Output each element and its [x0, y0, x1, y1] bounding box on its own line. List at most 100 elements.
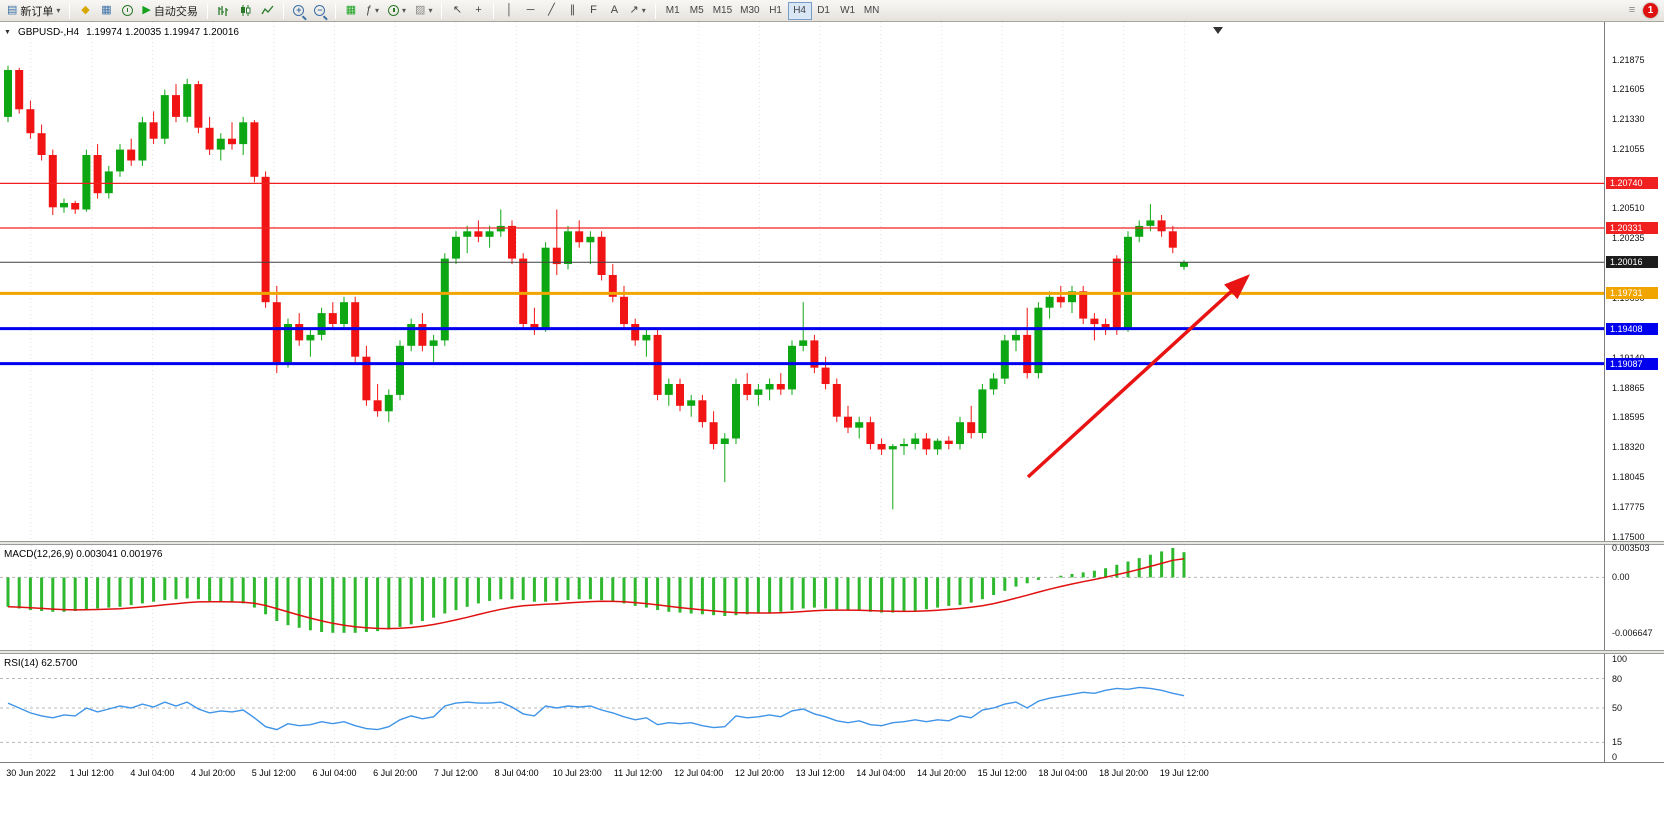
- toolbar-separator: [493, 2, 495, 19]
- price-panel: 1.21875 1.21605 1.21330 1.21055 1.20510 1.202…: [0, 22, 1664, 542]
- time-axis-label: 12 Jul 04:00: [674, 768, 724, 778]
- chart-window-button[interactable]: ▦: [96, 2, 116, 20]
- line-chart-mode-button[interactable]: [257, 2, 278, 20]
- timeframe-button-h1[interactable]: H1: [764, 2, 788, 20]
- axis-tick-label: 1.18045: [1612, 472, 1645, 483]
- periods-button[interactable]: ▾: [384, 2, 410, 20]
- zoom-out-button[interactable]: −: [310, 2, 330, 20]
- time-axis-label: 13 Jul 12:00: [795, 768, 845, 778]
- price-level-badge: 1.19731: [1606, 287, 1658, 300]
- time-axis[interactable]: 30 Jun 2022 1 Jul 12:00 4 Jul 04:00 4 Jul 2…: [0, 762, 1664, 785]
- timeframe-button-mn[interactable]: MN: [860, 2, 884, 20]
- indicator-list-icon: ◆: [81, 4, 90, 16]
- panel-splitter[interactable]: [0, 650, 1664, 654]
- time-axis-label: 11 Jul 12:00: [613, 768, 663, 778]
- chart-area: 1.21875 1.21605 1.21330 1.21055 1.20510 1.202…: [0, 22, 1664, 785]
- arrows-tool-button[interactable]: ↗ ▾: [625, 2, 649, 20]
- crosshair-tool-button[interactable]: +: [468, 2, 488, 20]
- price-level-badge: 1.20740: [1606, 177, 1658, 190]
- cursor-tool-button[interactable]: ↖: [447, 2, 467, 20]
- timeframe-button-m5[interactable]: M5: [685, 2, 709, 20]
- macd-chart-canvas[interactable]: [0, 545, 1604, 650]
- tile-windows-button[interactable]: ▦: [341, 2, 361, 20]
- symbol-label: GBPUSD-,H4: [17, 27, 80, 38]
- main-toolbar: ▤ 新订单 ▾ ◆ ▦ ▶ 自动交易 +: [0, 0, 1664, 22]
- time-axis-label: 8 Jul 04:00: [494, 768, 539, 778]
- axis-tick-label: 1.21875: [1612, 54, 1645, 65]
- axis-tick-label: 1.18865: [1612, 382, 1645, 393]
- bar-chart-mode-button[interactable]: [213, 2, 234, 20]
- macd-scale[interactable]: 0.003503 0.00 -0.006647: [1604, 543, 1664, 650]
- zoom-out-icon: −: [314, 5, 326, 16]
- rsi-scale[interactable]: 100 80 50 15 0: [1604, 654, 1664, 762]
- indicator-list-button[interactable]: ◆: [75, 2, 95, 20]
- time-axis-label: 10 Jul 23:00: [552, 768, 602, 778]
- caret-down-icon: ▾: [641, 6, 646, 15]
- time-axis-label: 18 Jul 04:00: [1038, 768, 1088, 778]
- ohlc-values: 1.19974 1.20035 1.19947 1.20016: [86, 27, 239, 38]
- zoom-in-icon: +: [293, 5, 305, 16]
- panel-splitter[interactable]: [0, 541, 1664, 545]
- timeframe-button-m15[interactable]: M15: [709, 2, 736, 20]
- text-tool-button[interactable]: A: [604, 2, 624, 20]
- price-level-badge: 1.20331: [1606, 221, 1658, 234]
- timeframe-button-w1[interactable]: W1: [836, 2, 860, 20]
- time-axis-label: 19 Jul 12:00: [1159, 768, 1209, 778]
- time-axis-label: 7 Jul 12:00: [433, 768, 478, 778]
- timeframe-button-h4[interactable]: H4: [787, 1, 812, 20]
- symbol-info: ▼ GBPUSD-,H4 1.19974 1.20035 1.19947 1.2…: [4, 27, 239, 38]
- bar-chart-icon: [218, 6, 228, 16]
- timeframe-button-d1[interactable]: D1: [812, 2, 836, 20]
- toolbar-separator: [441, 2, 443, 19]
- macd-label: MACD(12,26,9) 0.003041 0.001976: [4, 549, 163, 560]
- auto-trading-button[interactable]: ▶ 自动交易: [138, 2, 201, 20]
- axis-tick-label: 100: [1612, 653, 1628, 664]
- caret-down-icon: ▾: [428, 6, 433, 15]
- time-axis-label: 14 Jul 04:00: [856, 768, 906, 778]
- axis-tick-label: 1.20235: [1612, 233, 1645, 244]
- rsi-chart-canvas[interactable]: [0, 654, 1604, 762]
- axis-tick-label: 1.21605: [1612, 84, 1645, 95]
- price-scale[interactable]: 1.21875 1.21605 1.21330 1.21055 1.20510 1.202…: [1604, 22, 1664, 542]
- axis-tick-label: 1.17500: [1612, 531, 1645, 542]
- price-level-badge: 1.20016: [1606, 256, 1658, 269]
- symbol-collapse-icon[interactable]: ▼: [4, 29, 11, 36]
- arrows-icon: ↗: [629, 4, 639, 16]
- vertical-line-tool-button[interactable]: │: [499, 2, 519, 20]
- time-axis-label: 4 Jul 20:00: [191, 768, 236, 778]
- new-order-button[interactable]: ▤ 新订单 ▾: [3, 2, 64, 20]
- new-order-label: 新订单: [20, 5, 54, 18]
- time-axis-label: 30 Jun 2022: [6, 768, 56, 778]
- time-axis-label: 5 Jul 12:00: [251, 768, 296, 778]
- add-indicator-button[interactable]: ƒ ▾: [362, 2, 383, 20]
- channel-tool-button[interactable]: ∥: [562, 2, 582, 20]
- periods-clock-icon: [388, 5, 400, 16]
- toolbar-overflow-button[interactable]: ≡: [1622, 2, 1642, 20]
- vertical-line-icon: │: [506, 4, 513, 16]
- templates-button[interactable]: ▨ ▾: [411, 2, 436, 20]
- time-axis-label: 15 Jul 12:00: [977, 768, 1027, 778]
- price-chart-canvas[interactable]: [0, 22, 1604, 541]
- horizontal-line-tool-button[interactable]: ─: [520, 2, 540, 20]
- trendline-icon: ╱: [548, 4, 555, 16]
- timeframe-button-m30[interactable]: M30: [736, 2, 763, 20]
- axis-tick-label: 0.00: [1612, 572, 1630, 583]
- timeframe-button-m1[interactable]: M1: [661, 2, 685, 20]
- axis-tick-label: 1.17775: [1612, 501, 1645, 512]
- horizontal-line-icon: ─: [526, 4, 535, 16]
- trendline-tool-button[interactable]: ╱: [541, 2, 561, 20]
- history-center-button[interactable]: [117, 2, 137, 20]
- axis-tick-label: 1.21330: [1612, 114, 1645, 125]
- time-axis-label: 4 Jul 04:00: [130, 768, 175, 778]
- price-level-badge: 1.19408: [1606, 322, 1658, 335]
- notification-badge[interactable]: 1: [1643, 3, 1658, 18]
- fibonacci-icon: F: [590, 4, 597, 16]
- add-indicator-icon: ƒ: [365, 4, 373, 16]
- mt4-window: ▤ 新订单 ▾ ◆ ▦ ▶ 自动交易 +: [0, 0, 1664, 785]
- axis-tick-label: 0: [1612, 752, 1618, 763]
- fibonacci-tool-button[interactable]: F: [583, 2, 603, 20]
- candlestick-mode-button[interactable]: [235, 2, 256, 20]
- zoom-in-button[interactable]: +: [289, 2, 309, 20]
- time-axis-label: 12 Jul 20:00: [734, 768, 784, 778]
- toolbar-separator: [69, 2, 71, 19]
